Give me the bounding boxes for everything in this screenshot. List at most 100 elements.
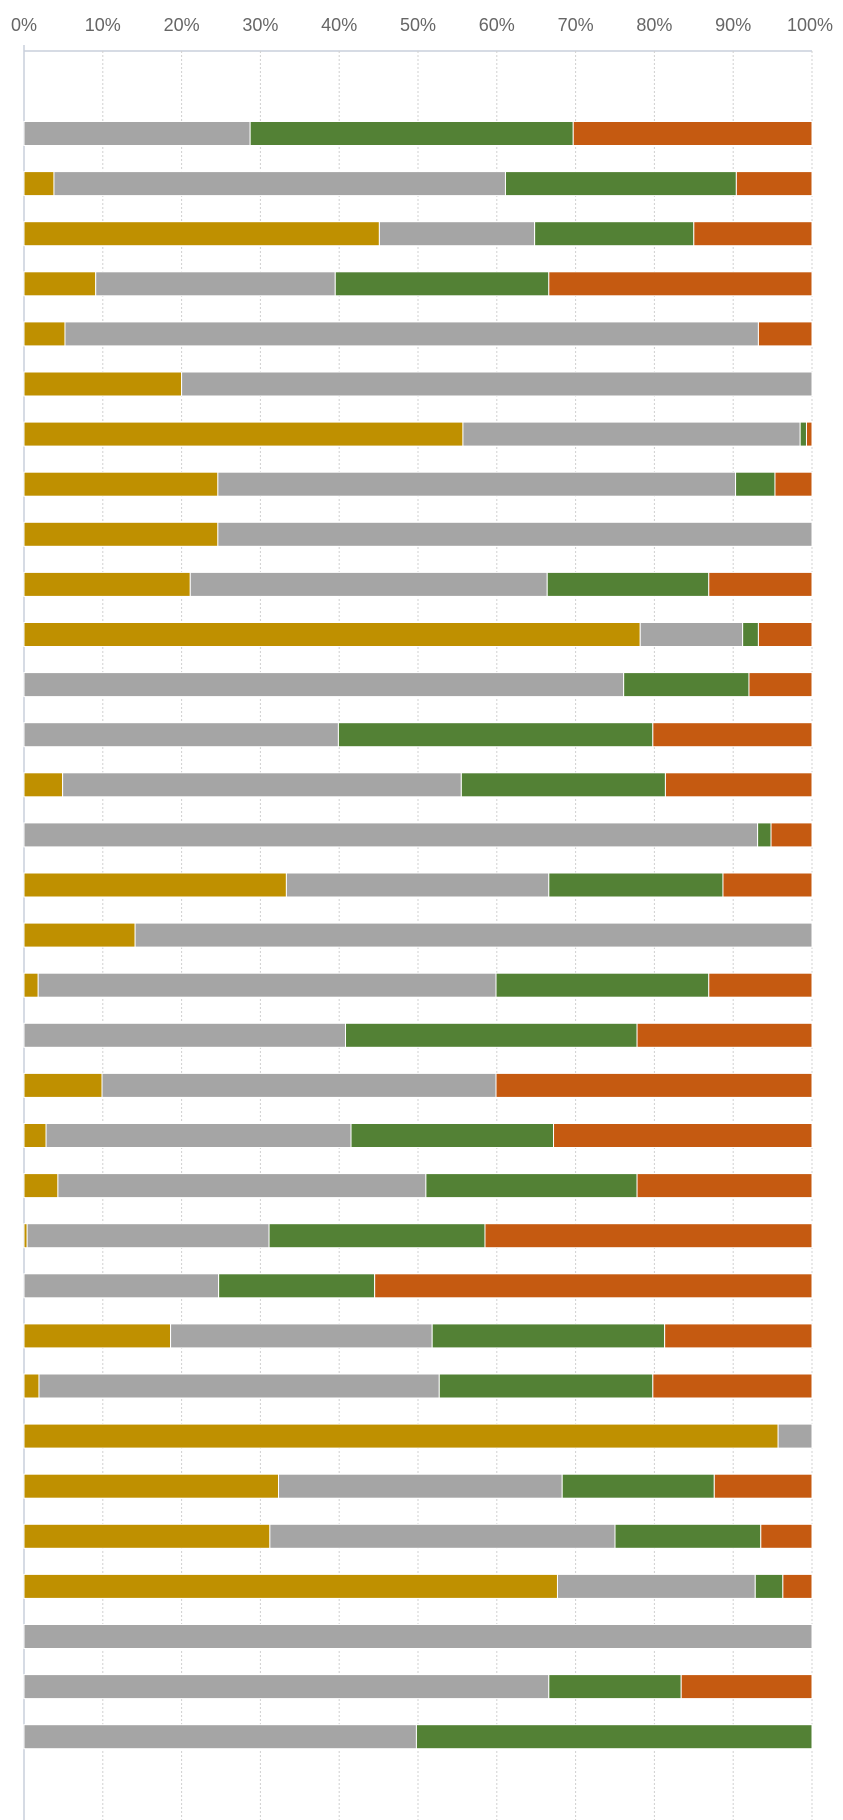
x-tick-label: 0% [11,15,37,35]
bar-segment [23,1423,779,1449]
bar-segment [337,722,654,748]
bar-segment [23,121,251,146]
bar-segment [334,271,550,297]
bar-segment [460,772,666,798]
bar-segment [134,922,813,948]
bar-segment [23,1674,550,1700]
bar-segment [693,221,813,247]
bar-segment [664,772,813,798]
bar-segment [534,221,695,247]
bar-segment [504,171,737,197]
bar-segment [556,1573,756,1599]
bar-segment [23,1173,59,1199]
bar-segment [38,1373,440,1399]
bar-segment [45,1123,352,1148]
bar-segment [425,1173,638,1199]
bar-segment [553,1123,813,1148]
bar-segment [462,421,801,447]
bar-segment [269,1523,616,1549]
bar-segment [268,1223,486,1249]
bar-segment [23,1724,417,1750]
x-tick-label: 20% [164,15,200,35]
bar-segment [62,772,462,798]
bar-segment [374,1273,813,1299]
bar-segment [189,571,548,597]
bar-segment [548,1674,682,1700]
bar-segment [774,471,813,497]
bar-segment [53,171,506,197]
bar-segment [181,371,813,397]
bar-segment [23,1273,220,1299]
bar-segment [350,1123,555,1148]
bar-segment [708,571,813,597]
bar-segment [484,1223,813,1249]
bar-segment [26,1223,270,1249]
bar-segment [23,171,55,197]
bar-segment [760,1523,813,1549]
x-tick-label: 100% [787,15,833,35]
bar-segment [757,822,772,848]
bar-segment [23,922,136,948]
bar-segment [546,571,710,597]
bar-segment [742,622,759,647]
bar-segment [415,1724,813,1750]
bar-segment [249,121,574,146]
bar-segment [777,1423,813,1449]
bar-segment [495,972,710,998]
x-tick-label: 60% [479,15,515,35]
bar-segment [770,822,813,848]
bar-segment [57,1173,427,1199]
bar-segment [23,1373,40,1399]
bar-segment [748,672,813,698]
bar-segment [64,321,759,347]
bar-segment [572,121,813,146]
bar-segment [23,521,219,547]
bar-segment [101,1072,497,1098]
x-tick-label: 30% [242,15,278,35]
x-tick-label: 50% [400,15,436,35]
bar-segment [652,722,813,748]
bar-segment [636,1022,813,1048]
bar-segment [23,1072,103,1098]
bar-segment [713,1473,813,1499]
bar-segment [664,1323,813,1349]
bar-segment [37,972,497,998]
x-tick-label: 80% [636,15,672,35]
bar-segment [23,772,64,798]
x-tick-label: 70% [558,15,594,35]
bar-segment [23,371,183,397]
bar-segment [170,1323,433,1349]
bar-segment [23,1624,813,1649]
bar-segment [23,571,191,597]
bar-segment [548,271,813,297]
bar-segment [636,1173,813,1199]
bar-segment [23,471,219,497]
bar-segment [217,521,813,547]
bar-segment [23,822,759,848]
bar-segment [95,271,336,297]
bar-segment [757,321,813,347]
bar-segment [548,872,724,898]
bar-segment [614,1523,762,1549]
bar-segment [23,722,339,748]
bar-segment [799,421,807,447]
bar-segment [735,171,813,197]
bar-segment [345,1022,638,1048]
bar-segment [278,1473,563,1499]
bar-segment [708,972,813,998]
bar-segment [23,271,97,297]
bar-segment [217,471,737,497]
bar-segment [23,672,625,698]
bar-segment [495,1072,813,1098]
bar-segment [680,1674,813,1700]
bar-segment [378,221,536,247]
bar-segment [23,622,641,647]
bar-segment [639,622,744,647]
bar-segment [23,221,380,247]
bar-segment [23,1523,271,1549]
bar-segment [561,1473,715,1499]
bar-segment [735,471,776,497]
bar-segment [218,1273,376,1299]
